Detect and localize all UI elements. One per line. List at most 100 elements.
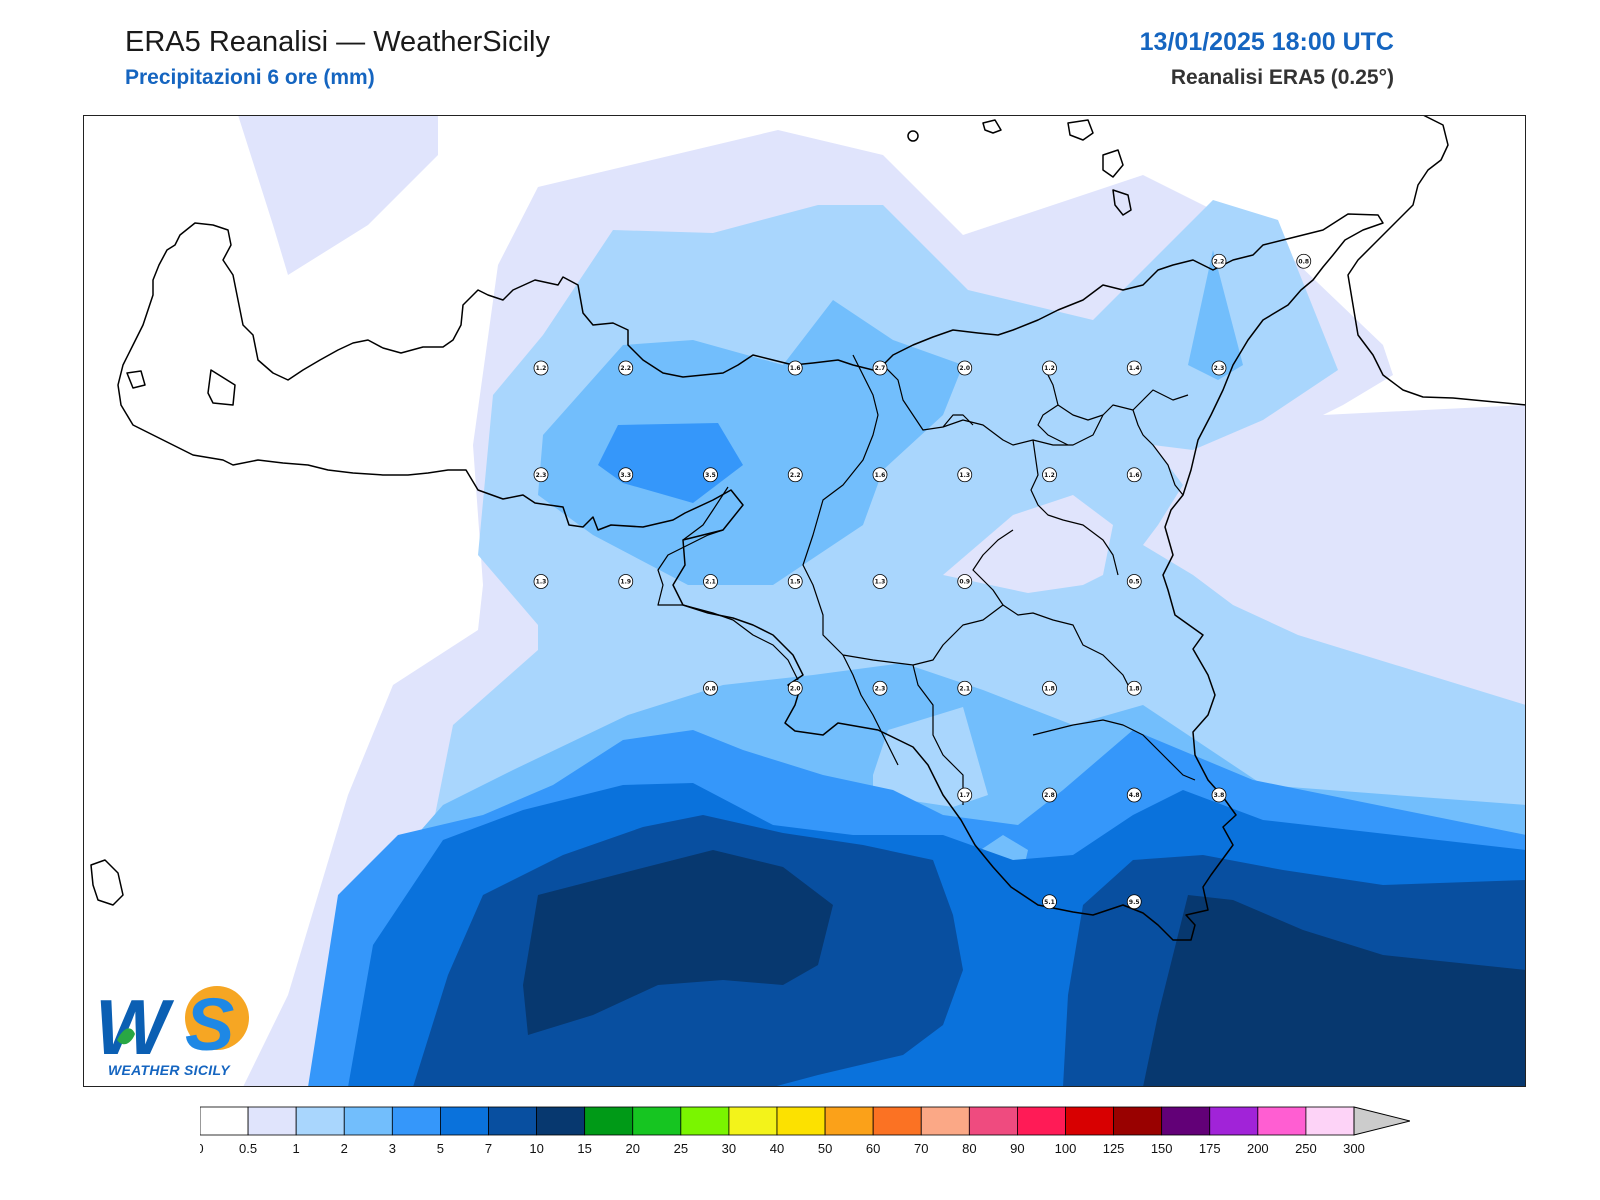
- colorbar-tick-label: 250: [1295, 1141, 1317, 1156]
- colorbar-tick-label: 150: [1151, 1141, 1173, 1156]
- station-value: 0.8: [1298, 258, 1309, 265]
- station-value: 1.7: [959, 792, 970, 799]
- station-marker: [872, 574, 888, 589]
- colorbar-tick-label: 60: [866, 1141, 880, 1156]
- colorbar-swatch: [968, 1106, 1018, 1136]
- station-value: 1.6: [1129, 472, 1140, 479]
- station-marker: [1211, 360, 1227, 376]
- colorbar-tick-label: 80: [962, 1141, 976, 1156]
- svg-text:S: S: [185, 983, 234, 1066]
- colorbar-tick-label: 5: [437, 1141, 444, 1156]
- colorbar-swatch: [391, 1106, 441, 1136]
- station-marker: [872, 680, 888, 696]
- station-marker: [1211, 253, 1227, 269]
- station-value: 2.3: [875, 685, 886, 692]
- station-marker: [957, 467, 973, 483]
- station-marker: [1211, 787, 1227, 803]
- province-borders: [657, 354, 1196, 805]
- model-label: Reanalisi ERA5 (0.25°): [1170, 66, 1394, 89]
- station-marker: [787, 360, 803, 376]
- station-value: 1.2: [536, 365, 547, 372]
- colorbar-swatch: [536, 1106, 586, 1136]
- station-value: 0.9: [959, 579, 970, 586]
- station-value: 2.2: [1214, 258, 1225, 265]
- colorbar-swatch: [343, 1106, 393, 1136]
- station-marker: [1126, 680, 1142, 696]
- station-marker: [1126, 467, 1142, 483]
- station-value: 1.2: [1044, 365, 1055, 372]
- colorbar-tick-label: 0.5: [239, 1141, 257, 1156]
- colorbar-tick-label: 7: [485, 1141, 492, 1156]
- station-marker: [1042, 680, 1057, 696]
- station-value: 1.6: [875, 472, 886, 479]
- colorbar-swatch: [584, 1106, 634, 1136]
- station-marker: [703, 680, 718, 696]
- colorbar-swatch: [1017, 1106, 1066, 1136]
- colorbar-tick-label: 15: [577, 1141, 591, 1156]
- station-marker: [957, 360, 973, 376]
- colorbar-swatch: [440, 1106, 489, 1136]
- station-marker: [1126, 574, 1142, 589]
- station-marker: [703, 574, 718, 589]
- colorbar-swatch: [200, 1106, 249, 1136]
- station-marker: [533, 574, 549, 589]
- station-marker: [1042, 787, 1057, 803]
- station-value: 3.3: [620, 472, 631, 479]
- station-value: 1.5: [790, 579, 801, 586]
- station-marker: [1042, 894, 1057, 910]
- station-value: 2.0: [959, 365, 970, 372]
- station-value: 2.1: [959, 685, 970, 692]
- station-marker: [787, 574, 803, 589]
- station-marker: [533, 467, 549, 483]
- map-subtitle: Precipitazioni 6 ore (mm): [125, 66, 375, 89]
- station-value: 3.8: [1214, 792, 1225, 799]
- station-marker: [1042, 360, 1057, 376]
- station-value: 2.8: [1044, 792, 1055, 799]
- map-title: ERA5 Reanalisi — WeatherSicily: [125, 26, 550, 58]
- colorbar-swatch: [776, 1106, 826, 1136]
- colorbar-tick-label: 0: [200, 1141, 204, 1156]
- station-values: 1.2 2.2 1.6 2.7 2.0 1.2 1.4 2.3 2.2 0.8 2.3 3.3 3.5 2…: [533, 253, 1312, 910]
- colorbar-tick-label: 50: [818, 1141, 832, 1156]
- map-canvas: 1.2 2.2 1.6 2.7 2.0 1.2 1.4 2.3 2.2 0.8 2.3 3.3 3.5 2…: [83, 115, 1526, 1087]
- colorbar-swatch: [1305, 1106, 1355, 1136]
- colorbar-labels: 0 0.5 1 2 3 5 7 10 15 20 25 30 40 50 60 70 80 90 100 125 150…: [200, 1141, 1365, 1156]
- colorbar-swatch: [295, 1106, 345, 1136]
- station-marker: [618, 467, 634, 483]
- colorbar-swatch: [920, 1106, 970, 1136]
- colorbar-swatch: [1209, 1106, 1259, 1136]
- colorbar-tick-label: 2: [341, 1141, 348, 1156]
- station-value: 2.3: [536, 472, 547, 479]
- station-value: 9.5: [1129, 899, 1140, 906]
- station-marker: [957, 787, 973, 803]
- colorbar-tick-label: 20: [626, 1141, 640, 1156]
- station-value: 2.3: [1214, 365, 1225, 372]
- contour-2-hole-b: [873, 707, 988, 807]
- station-value: 3.5: [705, 472, 716, 479]
- logo-wordmark: WEATHER SICILY: [108, 1062, 230, 1078]
- station-value: 2.2: [620, 365, 631, 372]
- station-value: 0.5: [1129, 579, 1140, 586]
- colorbar-tick-label: 70: [914, 1141, 928, 1156]
- station-marker: [1126, 360, 1142, 376]
- colorbar-tick-label: 3: [389, 1141, 396, 1156]
- colorbar-tick-label: 200: [1247, 1141, 1269, 1156]
- colorbar-tick-label: 125: [1103, 1141, 1125, 1156]
- colorbar-swatch: [1257, 1106, 1307, 1136]
- station-marker: [787, 680, 803, 696]
- contour-1-hole-a: [943, 495, 1113, 593]
- svg-text:W: W: [95, 983, 175, 1071]
- colorbar-swatch: [1065, 1106, 1114, 1136]
- station-value: 4.8: [1129, 792, 1140, 799]
- station-value: 2.0: [790, 685, 801, 692]
- station-marker: [618, 574, 634, 589]
- colorbar-tick-label: 100: [1055, 1141, 1077, 1156]
- precipitation-map: 1.2 2.2 1.6 2.7 2.0 1.2 1.4 2.3 2.2 0.8 2.3 3.3 3.5 2…: [83, 115, 1526, 1087]
- station-value: 1.9: [620, 579, 631, 586]
- station-value: 1.8: [1129, 685, 1140, 692]
- colorbar-extend-arrow: [1353, 1106, 1410, 1136]
- colorbar-swatch: [680, 1106, 730, 1136]
- station-value: 1.3: [959, 472, 970, 479]
- station-marker: [1042, 467, 1057, 483]
- colorbar-tick-label: 30: [722, 1141, 736, 1156]
